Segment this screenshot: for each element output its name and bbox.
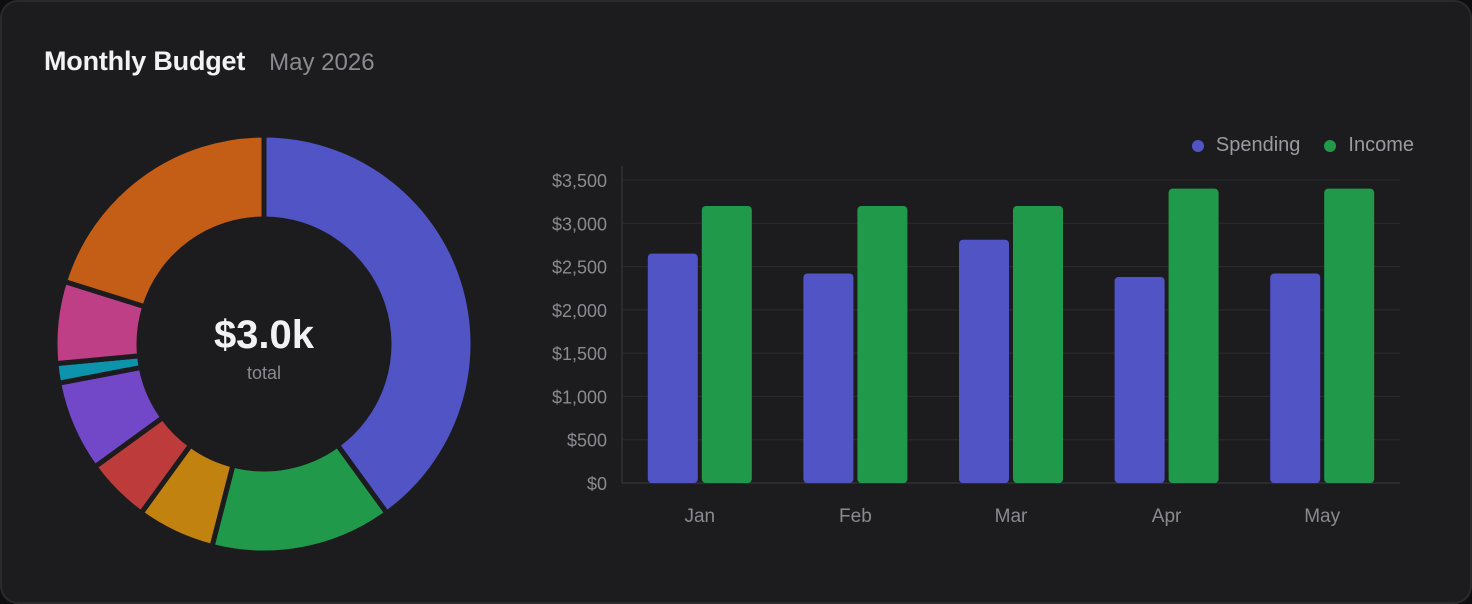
donut-center-value: $3.0k [214,313,315,357]
legend-dot-income [1324,139,1337,152]
bar-legend: Spending Income [1168,134,1414,157]
bar-spending-jan[interactable] [647,253,698,483]
x-tick-label: May [1304,506,1340,527]
bar-spending-feb[interactable] [803,273,854,483]
bar-income-jan[interactable] [701,205,752,483]
y-tick-label: $1,000 [552,387,607,407]
legend-item-income[interactable]: Income [1324,134,1414,157]
x-tick-label: Apr [1152,506,1182,527]
card-subtitle: May 2026 [269,49,375,76]
bar-income-may[interactable] [1324,188,1375,483]
donut-slice[interactable] [62,132,267,310]
y-tick-label: $0 [587,474,607,494]
card-title: Monthly Budget [44,46,246,76]
legend-label-spending: Spending [1215,134,1301,156]
bar-spending-mar[interactable] [959,239,1009,483]
legend-label-income: Income [1348,134,1414,156]
y-tick-label: $500 [567,431,607,451]
x-tick-label: Jan [684,506,715,527]
bar-marks [647,188,1375,483]
bar-income-mar[interactable] [1013,205,1063,483]
legend-dot-spending [1191,139,1204,152]
bar-income-apr[interactable] [1168,188,1219,483]
x-tick-label: Mar [995,506,1028,527]
bar-y-ticks: $0 $500 $1,000 $1,500 $2,000 $2,500 $3,000 $3,5… [552,171,607,494]
y-tick-label: $2,500 [552,258,607,278]
y-tick-label: $1,500 [552,344,607,364]
bar-grid [621,166,1400,484]
y-tick-label: $3,500 [552,171,607,191]
y-tick-label: $2,000 [552,301,607,321]
bar-spending-apr[interactable] [1114,276,1165,483]
x-tick-label: Feb [839,506,872,527]
donut-chart: $3.0k total [52,132,476,556]
y-tick-label: $3,000 [552,214,607,234]
donut-slices [52,132,476,556]
bar-income-feb[interactable] [857,205,908,483]
legend-item-spending[interactable]: Spending [1191,134,1301,157]
donut-slice[interactable] [261,132,476,516]
bar-spending-may[interactable] [1270,273,1321,483]
card-header: Monthly Budget May 2026 [44,46,375,77]
bar-x-ticks: Jan Feb Mar Apr May [684,506,1340,527]
donut-center-label: total [247,363,281,383]
